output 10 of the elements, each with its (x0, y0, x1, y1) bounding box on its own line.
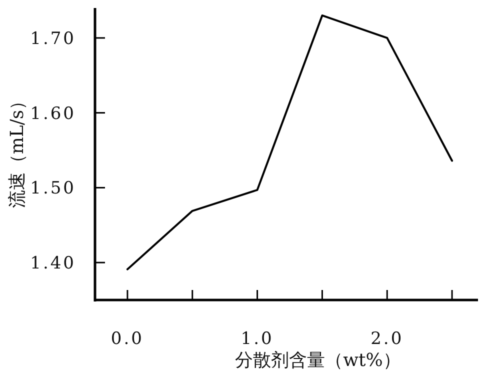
y-tick-label: 1.60 (30, 104, 76, 124)
x-tick-label: 0.0 (110, 329, 144, 349)
y-tick-label: 1.40 (30, 254, 76, 274)
x-tick-label: 1.0 (240, 329, 274, 349)
x-axis-title: 分散剂含量（wt%） (235, 350, 401, 371)
y-tick-label: 1.70 (30, 28, 76, 49)
x-tick-label: 2.0 (370, 329, 404, 349)
y-tick-label: 1.50 (30, 178, 76, 199)
y-axis-title: 流速（mL/s） (7, 92, 28, 208)
line-series (126, 14, 454, 270)
